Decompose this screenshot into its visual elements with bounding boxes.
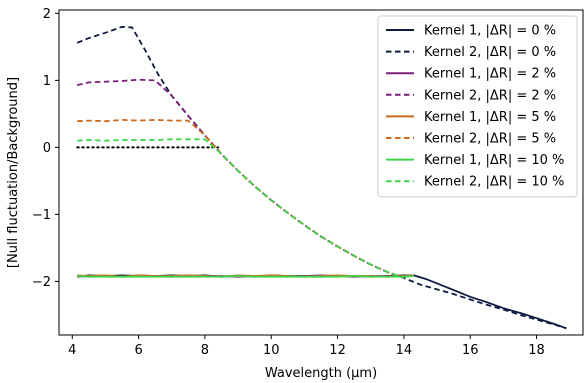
x-axis-title: Wavelength (μm)	[265, 366, 377, 381]
x-tick-label: 8	[201, 343, 209, 358]
x-tick-label: 14	[396, 343, 413, 358]
x-axis: 4 6 8 10 12 14 16 18	[68, 335, 545, 358]
y-tick-label: −1	[32, 208, 51, 223]
plot-area	[76, 25, 567, 330]
legend-label: Kernel 2, |ΔR| = 5 %	[424, 132, 556, 147]
legend-label: Kernel 2, |ΔR| = 0 %	[424, 45, 556, 60]
x-tick-label: 6	[134, 343, 142, 358]
legend-label: Kernel 1, |ΔR| = 5 %	[424, 110, 556, 125]
x-tick-label: 4	[68, 343, 76, 358]
x-tick-label: 16	[462, 343, 479, 358]
y-tick-label: −2	[32, 275, 51, 290]
y-tick-label: 2	[43, 7, 51, 22]
y-tick-label: 1	[43, 74, 51, 89]
y-tick-label: 0	[43, 141, 51, 156]
x-tick-label: 12	[329, 343, 346, 358]
legend-label: Kernel 2, |ΔR| = 2 %	[424, 88, 556, 103]
plot-frame	[58, 9, 584, 336]
series-line-8	[77, 138, 405, 279]
x-tick-label: 18	[528, 343, 545, 358]
y-axis: −2 −1 0 1 2	[32, 7, 59, 290]
legend-label: Kernel 1, |ΔR| = 0 %	[424, 24, 556, 39]
series-line-7	[77, 275, 414, 278]
legend-box	[377, 15, 578, 198]
legend-label: Kernel 2, |ΔR| = 10 %	[424, 175, 564, 190]
x-tick-label: 10	[263, 343, 280, 358]
legend: Kernel 1, |ΔR| = 0 % Kernel 2, |ΔR| = 0 %…	[377, 15, 578, 198]
legend-label: Kernel 1, |ΔR| = 10 %	[424, 153, 564, 168]
legend-label: Kernel 1, |ΔR| = 2 %	[424, 67, 556, 82]
y-axis-title: [Null fluctuation/Background]	[6, 77, 21, 268]
